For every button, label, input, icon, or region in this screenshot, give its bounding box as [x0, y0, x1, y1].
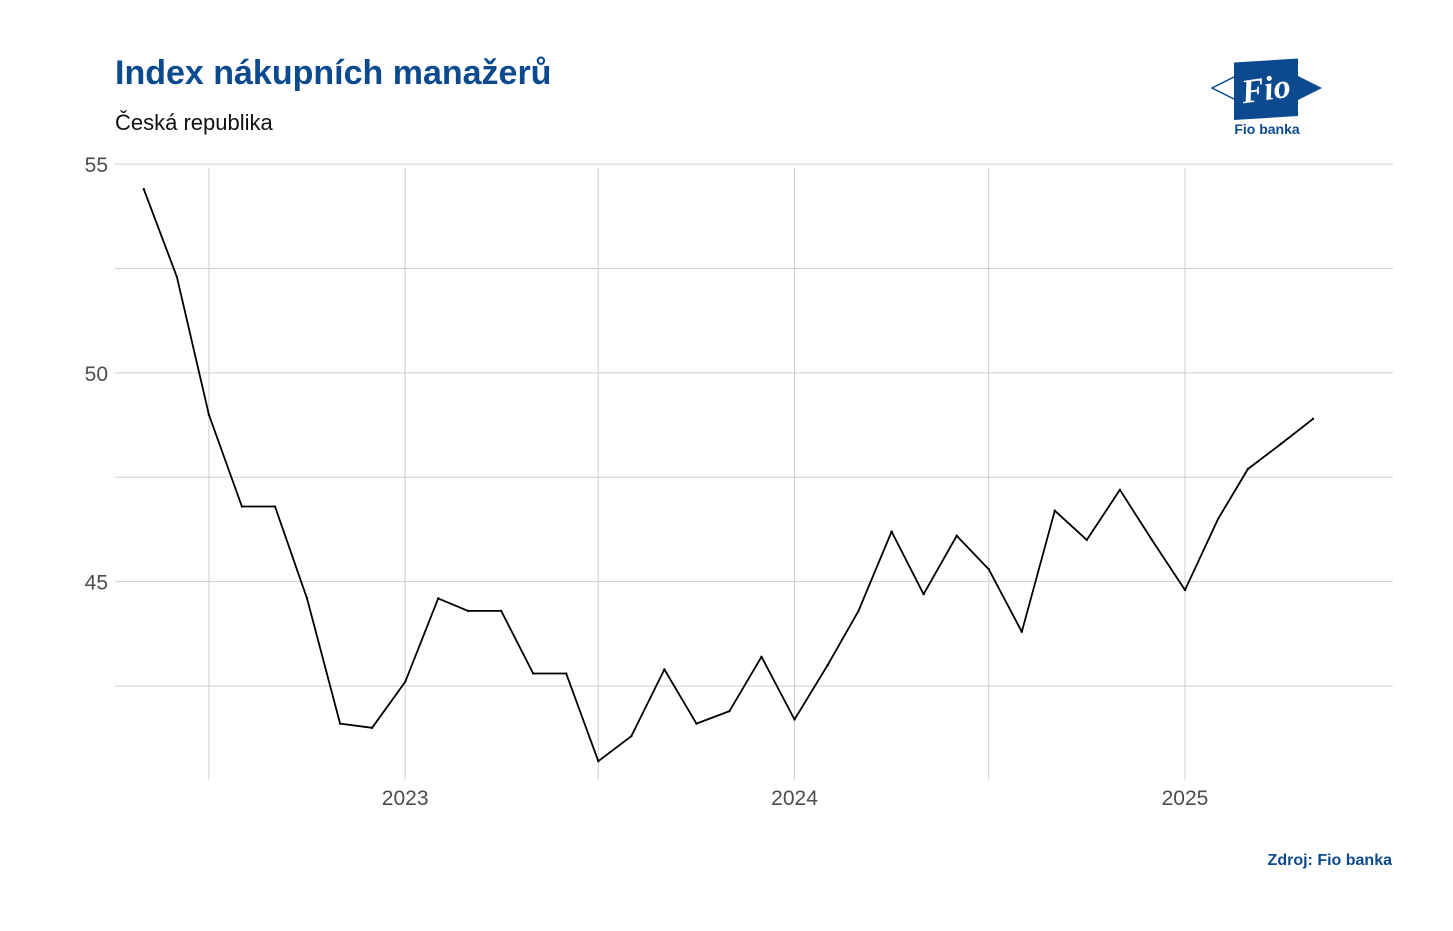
- data-point: [565, 672, 568, 675]
- data-point: [1311, 417, 1315, 421]
- data-point: [175, 275, 179, 279]
- data-point: [499, 609, 503, 613]
- logo-caption: Fio banka: [1234, 121, 1300, 137]
- series-line: [142, 188, 1314, 763]
- data-point: [890, 530, 893, 533]
- x-tick-label: 2023: [382, 787, 429, 810]
- fio-logo: Fio: [1210, 57, 1322, 120]
- x-tick-label: 2025: [1162, 787, 1209, 810]
- series-layer: [142, 188, 1315, 763]
- data-point: [403, 680, 407, 684]
- data-point: [922, 593, 925, 596]
- data-point: [987, 567, 990, 571]
- y-tick-label: 55: [85, 154, 108, 177]
- data-point: [663, 668, 666, 671]
- logo-mark-text: Fio: [1238, 68, 1293, 112]
- source-note: Zdroj: Fio banka: [1267, 852, 1392, 869]
- data-point: [1246, 467, 1250, 471]
- data-point: [338, 722, 342, 725]
- data-point: [1279, 442, 1283, 446]
- data-point: [466, 609, 470, 613]
- data-point: [273, 505, 277, 508]
- data-point: [142, 188, 146, 191]
- data-point: [531, 672, 535, 675]
- data-point: [1020, 630, 1023, 633]
- chart-subtitle: Česká republika: [115, 110, 273, 135]
- data-point: [1150, 538, 1154, 542]
- data-point: [370, 726, 374, 730]
- data-point: [857, 609, 860, 613]
- x-tick-label: 2024: [771, 787, 818, 810]
- data-point: [793, 718, 796, 721]
- tick-layer: 45 50 55 2023 2024 2025: [85, 154, 1209, 810]
- data-point: [728, 709, 731, 713]
- grid-layer: [115, 163, 1393, 780]
- y-tick-label: 50: [85, 363, 108, 386]
- data-point: [305, 597, 309, 600]
- data-point: [240, 505, 244, 508]
- data-point: [1085, 538, 1089, 542]
- data-point: [437, 597, 440, 600]
- data-point: [760, 655, 763, 659]
- data-point: [826, 663, 829, 667]
- data-point: [630, 734, 633, 738]
- logo-flag: [1234, 58, 1298, 120]
- data-point: [695, 722, 698, 725]
- data-point: [1183, 588, 1187, 592]
- chart-title: Index nákupních manažerů: [115, 54, 552, 92]
- data-point: [207, 413, 211, 416]
- data-point: [1216, 517, 1220, 521]
- data-point: [1118, 488, 1122, 492]
- y-tick-label: 45: [85, 572, 108, 595]
- data-point: [597, 760, 600, 763]
- data-point: [1053, 509, 1057, 512]
- data-point: [955, 534, 958, 537]
